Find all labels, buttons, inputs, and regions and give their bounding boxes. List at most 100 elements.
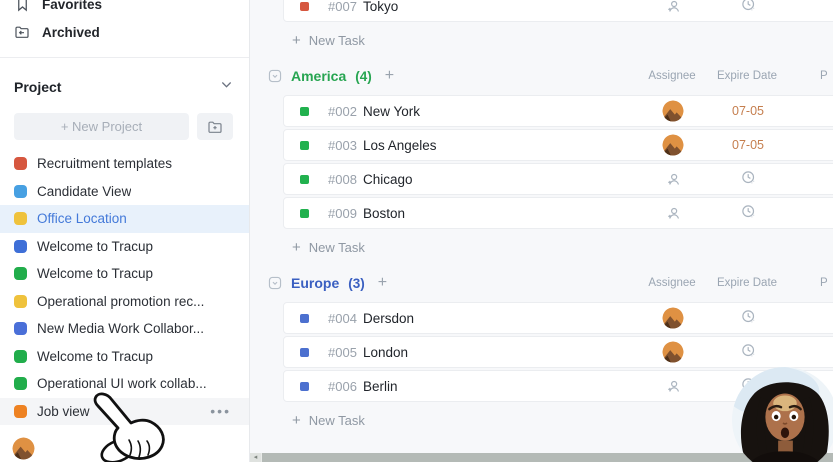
task-title[interactable]: Los Angeles (363, 137, 437, 153)
task-status-bullet[interactable] (300, 174, 309, 184)
new-task-button[interactable]: + New Task (292, 411, 365, 429)
task-title[interactable]: Dersdon (363, 310, 415, 326)
assignee-avatar[interactable] (658, 134, 688, 156)
sidebar-divider (0, 57, 249, 58)
task-status-bullet[interactable] (300, 208, 309, 218)
task-row[interactable]: #003 Los Angeles 07-05 (283, 129, 833, 161)
assignee-add-icon (667, 380, 679, 392)
task-row[interactable]: #002 New York 07-05 (283, 95, 833, 127)
expire-date-icon[interactable] (708, 309, 788, 327)
task-status-bullet[interactable] (300, 1, 309, 11)
project-section-header[interactable]: Project (0, 73, 249, 101)
task-id: #006 (328, 378, 357, 394)
project-color-swatch (14, 239, 27, 253)
project-color-swatch (14, 212, 27, 226)
project-section-label: Project (14, 79, 62, 95)
sidebar-project-item[interactable]: New Media Work Collabor... (0, 315, 249, 343)
task-id: #003 (328, 137, 357, 153)
assignee-avatar[interactable] (658, 100, 688, 122)
expire-date-icon[interactable] (708, 0, 788, 15)
task-title[interactable]: Chicago (363, 171, 413, 187)
assignee-add-icon[interactable] (658, 206, 688, 221)
sidebar-project-item[interactable]: Recruitment templates (0, 150, 249, 178)
project-label: New Media Work Collabor... (37, 321, 205, 337)
collapse-group-icon[interactable] (268, 276, 282, 290)
scrollbar-thumb[interactable] (262, 453, 833, 462)
project-label: Office Location (37, 211, 127, 227)
expire-date-icon[interactable] (708, 204, 788, 222)
sidebar-item-favorites[interactable]: Favorites (0, 0, 249, 18)
add-task-to-group-icon[interactable]: + (384, 67, 395, 84)
add-folder-button[interactable] (197, 113, 233, 140)
task-row[interactable]: #004 Dersdon (283, 302, 833, 334)
task-title[interactable]: Berlin (363, 378, 398, 394)
sidebar-project-item[interactable]: Operational UI work collab... (0, 370, 249, 398)
sidebar-item-label: Favorites (42, 0, 103, 12)
expire-date-icon (741, 0, 754, 11)
assignee-avatar-image (662, 134, 684, 156)
expire-date-icon[interactable] (708, 170, 788, 188)
new-task-button[interactable]: + New Task (292, 238, 365, 256)
assignee-add-icon[interactable] (658, 0, 688, 14)
assignee-add-icon[interactable] (658, 379, 688, 394)
sidebar-project-item[interactable]: Job view ••• (0, 397, 249, 425)
task-row[interactable]: #008 Chicago (283, 163, 833, 195)
assignee-add-icon[interactable] (658, 172, 688, 187)
column-header-assignee: Assignee (648, 277, 696, 289)
project-label: Operational promotion rec... (37, 293, 205, 309)
task-title[interactable]: New York (363, 103, 421, 119)
task-group-europe: Europe (3) + Assignee Expire Date P #004… (250, 271, 833, 430)
sidebar-project-item[interactable]: Candidate View (0, 178, 249, 206)
project-label: Job view (37, 403, 90, 419)
project-color-swatch (14, 377, 27, 391)
chevron-down-icon[interactable] (220, 78, 233, 96)
add-task-to-group-icon[interactable]: + (377, 274, 388, 291)
sidebar: Favorites Archived Project + New Project… (0, 0, 250, 462)
sidebar-project-item[interactable]: Welcome to Tracup (0, 343, 249, 371)
more-options-icon[interactable]: ••• (210, 403, 231, 420)
collapse-group-icon[interactable] (268, 69, 282, 83)
horizontal-scrollbar[interactable]: ◂ (250, 453, 833, 462)
new-project-button[interactable]: + New Project (14, 113, 189, 140)
group-title[interactable]: America (291, 68, 347, 84)
task-status-bullet[interactable] (300, 140, 309, 150)
task-status-bullet[interactable] (300, 347, 309, 357)
sidebar-item-archived[interactable]: Archived (0, 18, 249, 46)
column-header-expire-date: Expire Date (716, 277, 778, 289)
assignee-avatar-image (662, 341, 684, 363)
assignee-avatar[interactable] (658, 341, 688, 363)
expire-date[interactable]: 07-05 (732, 138, 764, 152)
group-rows: #004 Dersdon #005 London #006 Berlin (250, 302, 833, 402)
task-id: #002 (328, 103, 357, 119)
project-label: Operational UI work collab... (37, 376, 207, 392)
task-status-bullet[interactable] (300, 381, 309, 391)
task-row[interactable]: #005 London (283, 336, 833, 368)
expire-date-icon (741, 310, 754, 323)
task-title[interactable]: London (363, 344, 409, 360)
assignee-add-icon (667, 173, 679, 185)
project-color-swatch (14, 404, 27, 418)
expire-date[interactable]: 07-05 (732, 104, 764, 118)
project-color-swatch (14, 322, 27, 336)
new-task-button[interactable]: + New Task (292, 31, 365, 49)
task-status-bullet[interactable] (300, 106, 309, 116)
task-row[interactable]: #007 Tokyo (283, 0, 833, 22)
assignee-avatar[interactable] (658, 307, 688, 329)
task-title[interactable]: Tokyo (363, 0, 399, 14)
column-header-priority-cut: P (820, 277, 828, 289)
project-list: Recruitment templates Candidate View Offic… (0, 150, 249, 425)
expire-date-icon (741, 171, 754, 184)
group-title[interactable]: Europe (291, 275, 340, 291)
sidebar-project-item[interactable]: Office Location (0, 205, 249, 233)
task-row[interactable]: #009 Boston (283, 197, 833, 229)
project-color-swatch (14, 294, 27, 308)
scroll-left-arrow-icon[interactable]: ◂ (250, 453, 261, 462)
sidebar-project-item[interactable]: Operational promotion rec... (0, 288, 249, 316)
task-title[interactable]: Boston (363, 205, 406, 221)
task-id: #009 (328, 205, 357, 221)
user-avatar[interactable] (12, 437, 35, 460)
sidebar-project-item[interactable]: Welcome to Tracup (0, 233, 249, 261)
sidebar-project-item[interactable]: Welcome to Tracup (0, 260, 249, 288)
expire-date-icon[interactable] (708, 343, 788, 361)
task-status-bullet[interactable] (300, 313, 309, 323)
